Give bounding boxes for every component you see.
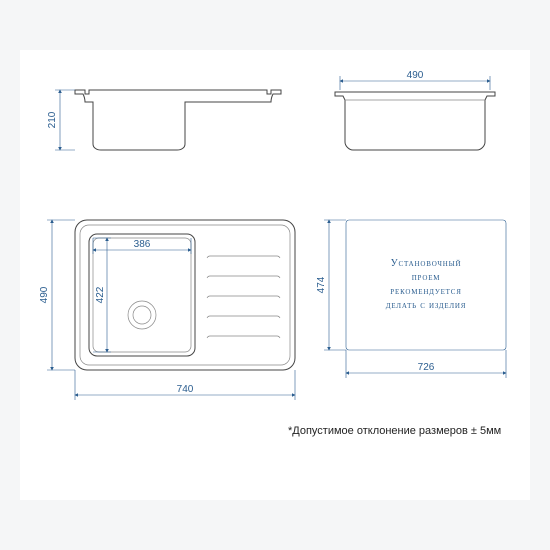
front-profile-view: 210 <box>47 90 281 150</box>
tolerance-footnote: *Допустимое отклонение размеров ± 5мм <box>288 425 501 437</box>
side-profile-view: 490 <box>335 70 495 150</box>
mounting-line-4: делать с изделия <box>386 300 466 311</box>
mounting-line-2: проем <box>412 272 441 283</box>
side-width-label: 490 <box>407 70 424 81</box>
mounting-line-3: рекомендуется <box>390 286 461 297</box>
cutout-height-label: 474 <box>316 276 327 293</box>
plan-width-label: 740 <box>177 384 194 395</box>
plan-height-label: 490 <box>39 286 50 303</box>
top-plan-view: 386 422 740 490 <box>39 220 295 400</box>
cutout-panel: Установочный проем рекомендуется делать … <box>316 220 506 378</box>
bowl-width-label: 386 <box>134 239 151 250</box>
front-height-label: 210 <box>47 111 58 128</box>
cutout-width-label: 726 <box>418 362 435 373</box>
bowl-height-label: 422 <box>95 286 106 303</box>
mounting-line-1: Установочный <box>391 258 462 269</box>
